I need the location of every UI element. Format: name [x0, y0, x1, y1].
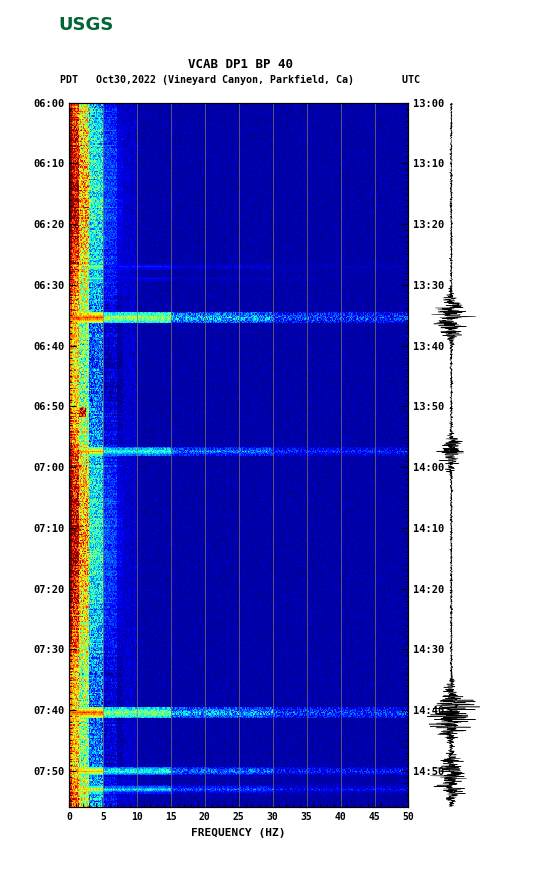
Text: USGS: USGS [58, 16, 113, 34]
Text: PDT   Oct30,2022 (Vineyard Canyon, Parkfield, Ca)        UTC: PDT Oct30,2022 (Vineyard Canyon, Parkfie… [60, 75, 420, 85]
Text: VCAB DP1 BP 40: VCAB DP1 BP 40 [188, 58, 293, 71]
X-axis label: FREQUENCY (HZ): FREQUENCY (HZ) [192, 828, 286, 838]
